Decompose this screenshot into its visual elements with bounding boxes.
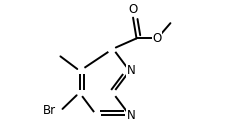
Text: O: O (128, 2, 137, 16)
Text: O: O (152, 32, 161, 45)
Text: N: N (127, 64, 135, 77)
Text: N: N (127, 109, 135, 122)
Text: Br: Br (42, 104, 55, 117)
